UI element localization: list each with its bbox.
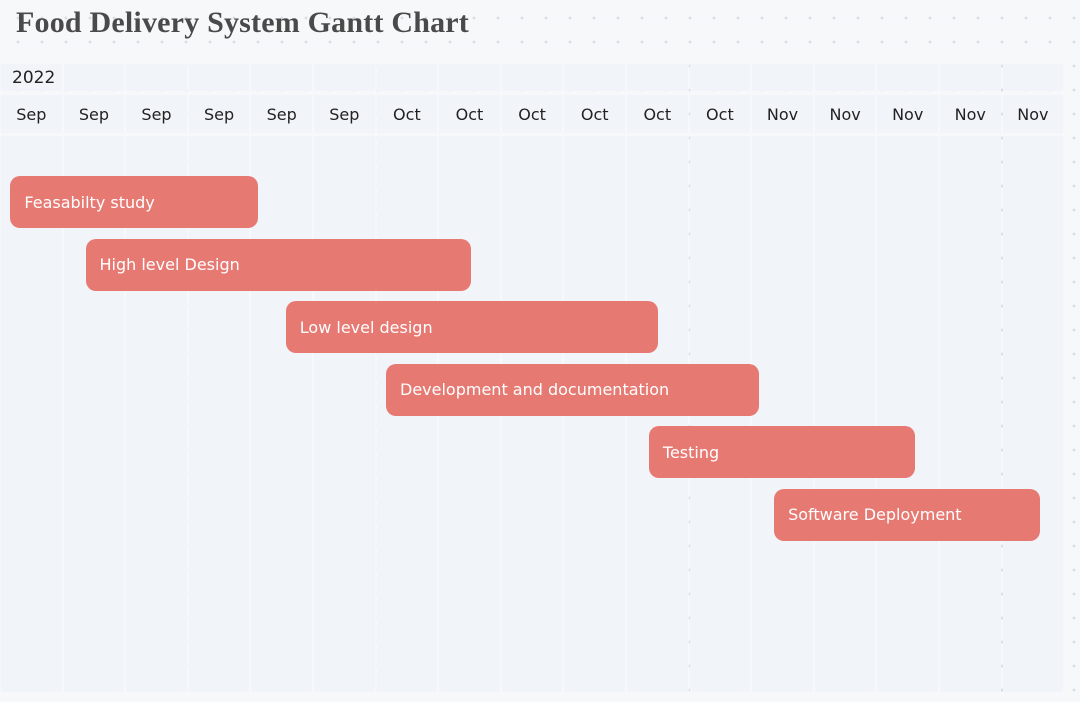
timeline-column (63, 136, 125, 692)
timeline-column (251, 136, 312, 692)
task-bar[interactable]: Low level design (285, 301, 659, 353)
timeline-column (814, 136, 876, 692)
year-cell (627, 64, 688, 91)
month-label: Sep (63, 95, 125, 133)
month-label: Nov (940, 95, 1001, 133)
year-cell (877, 64, 938, 91)
year-cell (689, 64, 751, 91)
task-bar[interactable]: Software Deployment (774, 488, 1041, 541)
timeline-column (940, 136, 1001, 692)
month-label: Oct (627, 95, 688, 133)
year-cell (314, 64, 375, 91)
timeline-column (752, 136, 813, 692)
timeline-column (877, 136, 938, 692)
year-cell (188, 64, 250, 91)
year-cell (63, 64, 125, 91)
month-label: Nov (877, 95, 938, 133)
month-label: Nov (752, 95, 813, 133)
year-label: 2022 (1, 64, 62, 91)
timeline-column (1, 136, 62, 692)
month-label: Oct (439, 95, 500, 133)
timeline-column (314, 136, 375, 692)
month-label: Oct (564, 95, 625, 133)
timeline-column (1002, 136, 1064, 692)
year-cell (439, 64, 500, 91)
year-cell (814, 64, 876, 91)
task-bar[interactable]: Testing (648, 426, 915, 478)
gantt-board: 2022 Sep Sep Sep Sep Sep Sep Oct Oct Oct Oct Oct Oct… (0, 62, 1068, 692)
timeline-column (126, 136, 187, 692)
year-cell (376, 64, 438, 91)
year-cell (940, 64, 1001, 91)
month-label: Nov (1002, 95, 1064, 133)
task-label: Testing (662, 442, 720, 462)
month-label: Sep (126, 95, 187, 133)
month-label: Sep (251, 95, 312, 133)
month-label: Sep (314, 95, 375, 133)
task-label: Feasabilty study (24, 192, 155, 212)
month-label: Oct (376, 95, 438, 133)
month-label: Oct (501, 95, 563, 133)
task-label: High level Design (99, 255, 240, 274)
month-label: Oct (689, 95, 751, 133)
year-cell (752, 64, 813, 91)
task-bar[interactable]: Development and documentation (386, 363, 759, 416)
task-bar[interactable]: Feasabilty study (10, 176, 258, 228)
year-cell (1002, 64, 1064, 91)
month-label: Nov (814, 95, 876, 133)
month-label: Sep (188, 95, 250, 133)
task-label: Development and documentation (400, 380, 670, 399)
task-label: Low level design (299, 317, 433, 337)
timeline-column (188, 136, 250, 692)
year-cell (501, 64, 563, 91)
chart-title: Food Delivery System Gantt Chart (16, 6, 470, 39)
task-bar[interactable]: High level Design (85, 238, 471, 291)
year-cell (126, 64, 187, 91)
year-cell (564, 64, 625, 91)
year-cell (251, 64, 312, 91)
task-label: Software Deployment (788, 505, 962, 524)
month-label: Sep (1, 95, 62, 133)
